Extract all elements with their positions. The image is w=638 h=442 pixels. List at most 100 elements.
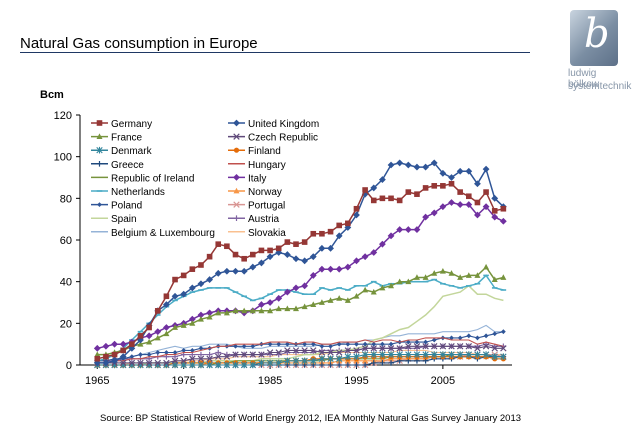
data-point <box>119 353 127 361</box>
data-point <box>189 266 196 272</box>
data-point <box>431 270 438 276</box>
data-point <box>379 176 386 183</box>
data-point <box>232 351 239 358</box>
data-point <box>344 263 352 271</box>
data-point <box>188 315 196 323</box>
data-point <box>422 213 429 221</box>
data-point <box>154 334 161 341</box>
data-point <box>171 357 179 365</box>
data-point <box>328 343 333 349</box>
data-point <box>301 347 308 354</box>
data-point <box>223 361 231 369</box>
data-point <box>172 276 178 283</box>
data-point <box>396 159 404 167</box>
data-point <box>439 169 447 177</box>
data-point <box>387 232 395 240</box>
data-point <box>310 341 316 347</box>
legend-label: Norway <box>248 187 282 198</box>
legend-label: Denmark <box>111 146 153 157</box>
data-point <box>405 343 412 350</box>
data-point <box>215 309 222 316</box>
data-point <box>97 202 102 207</box>
data-point <box>405 351 412 358</box>
data-point <box>206 361 213 369</box>
data-point <box>370 351 377 358</box>
data-point <box>465 272 472 278</box>
data-point <box>215 349 222 356</box>
data-point <box>439 351 447 358</box>
data-point <box>361 345 369 352</box>
data-point <box>96 161 103 167</box>
data-point <box>266 349 274 356</box>
data-point <box>249 307 256 314</box>
x-tick-label: 1985 <box>258 375 282 387</box>
data-point <box>499 217 507 225</box>
data-point <box>439 203 447 211</box>
data-point <box>388 360 394 366</box>
data-point <box>96 120 103 126</box>
logo-text-line2: systemtechnik <box>568 81 632 92</box>
data-point <box>145 359 153 367</box>
data-point <box>240 351 248 358</box>
legend-label: Germany <box>111 119 152 130</box>
data-point <box>413 274 420 280</box>
data-point <box>500 205 507 212</box>
data-point <box>111 357 118 365</box>
data-point <box>414 339 420 345</box>
data-point <box>370 197 377 204</box>
data-point <box>223 353 231 360</box>
data-point <box>345 362 351 368</box>
data-point <box>491 345 498 352</box>
data-point <box>206 313 213 320</box>
data-point <box>388 282 395 289</box>
data-point <box>474 211 481 219</box>
data-point <box>474 272 481 278</box>
data-point <box>491 194 499 202</box>
data-point <box>119 340 127 348</box>
data-point <box>94 355 101 362</box>
data-point <box>413 226 421 233</box>
data-point <box>319 230 325 237</box>
data-point <box>353 293 360 299</box>
legend-label: United Kingdom <box>248 119 319 130</box>
data-point <box>336 341 342 347</box>
data-point <box>431 337 437 343</box>
data-point <box>475 335 480 341</box>
data-point <box>206 309 213 317</box>
series-line <box>97 337 504 364</box>
data-point <box>163 293 170 300</box>
data-point <box>233 343 238 349</box>
data-point <box>249 263 257 271</box>
x-tick-label: 1995 <box>344 375 368 387</box>
series-line <box>97 324 504 364</box>
data-point <box>362 286 369 293</box>
data-point <box>233 147 240 153</box>
data-point <box>198 262 204 268</box>
data-point <box>431 351 438 358</box>
data-point <box>456 351 464 358</box>
data-point <box>215 353 222 360</box>
data-point <box>431 343 438 350</box>
data-point <box>267 247 273 254</box>
data-point <box>482 203 490 211</box>
data-point <box>267 307 274 314</box>
data-point <box>197 361 205 369</box>
data-point <box>292 284 300 292</box>
data-point <box>344 347 352 354</box>
data-point <box>396 278 403 285</box>
data-point <box>405 189 412 195</box>
data-point <box>94 351 101 357</box>
data-point <box>379 345 386 352</box>
legend-label: Belgium & Luxembourg <box>111 228 215 239</box>
data-point <box>456 167 464 175</box>
data-point <box>319 343 325 349</box>
data-point <box>482 351 490 358</box>
data-point <box>197 311 205 319</box>
data-point <box>379 360 386 366</box>
data-point <box>146 338 153 345</box>
data-point <box>155 350 161 355</box>
legend-label: Netherlands <box>111 187 165 198</box>
data-point <box>327 228 334 235</box>
data-point <box>388 341 394 347</box>
data-point <box>422 185 429 191</box>
